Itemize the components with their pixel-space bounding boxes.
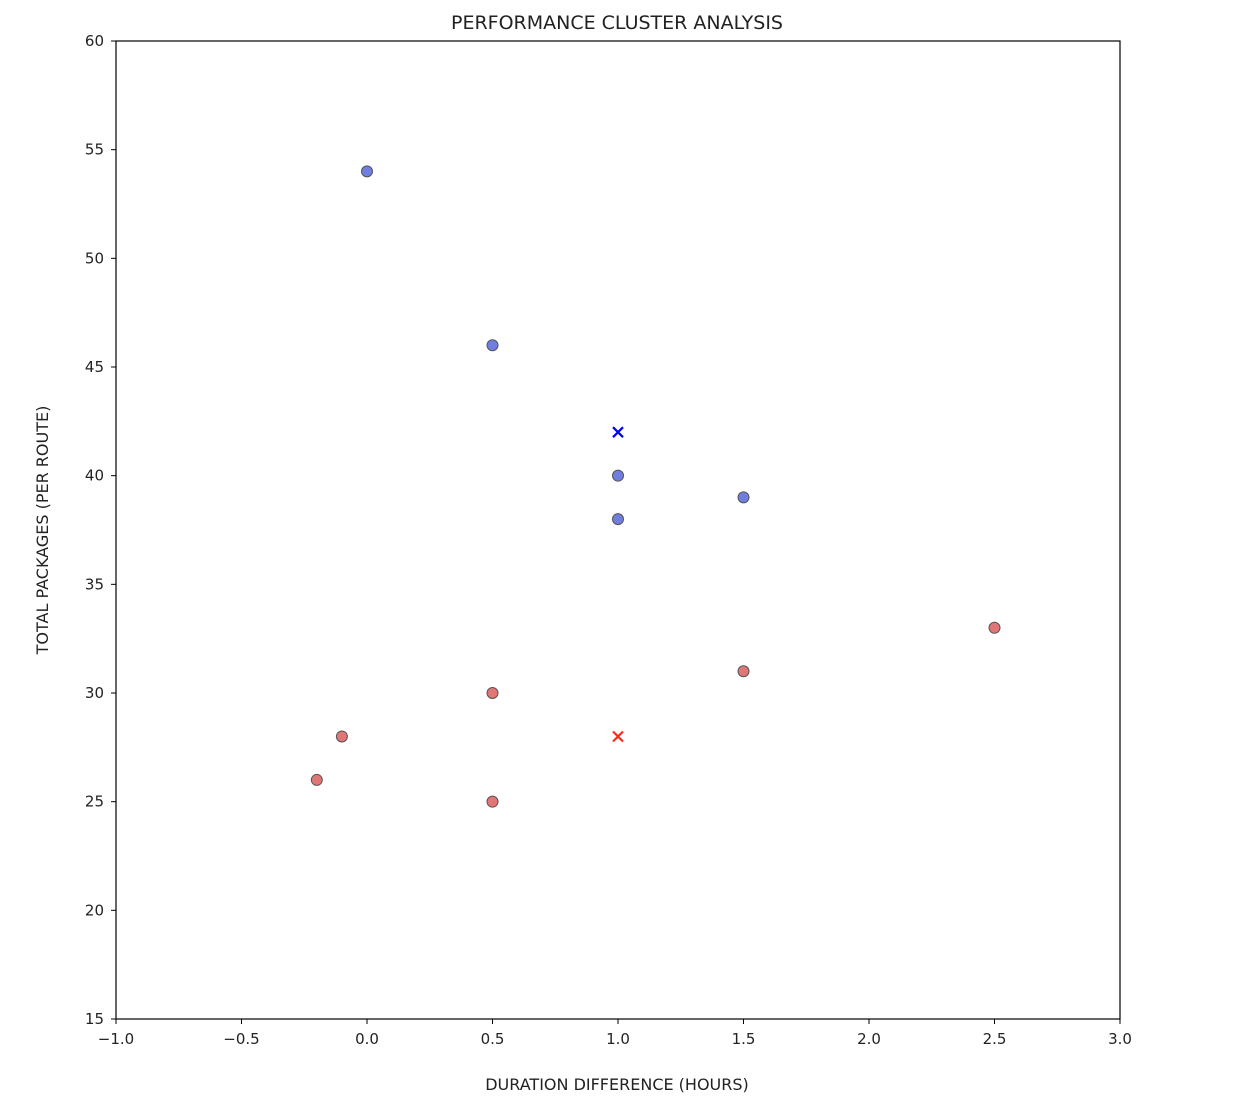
- y-tick-label: 60: [85, 32, 104, 50]
- x-tick-label: −0.5: [223, 1030, 259, 1048]
- y-tick-label: 15: [85, 1010, 104, 1028]
- y-tick-label: 45: [85, 358, 104, 376]
- data-point-cluster-2: [335, 730, 348, 743]
- data-point-cluster-1: [361, 165, 373, 178]
- data-point-cluster-1: [612, 513, 624, 526]
- x-tick-label: 1.0: [606, 1030, 630, 1048]
- x-tick-label: 0.0: [355, 1030, 379, 1048]
- x-tick-label: 2.5: [983, 1030, 1007, 1048]
- data-point-cluster-1: [737, 491, 750, 504]
- chart-title: PERFORMANCE CLUSTER ANALYSIS: [451, 12, 783, 34]
- y-tick-label: 55: [85, 141, 104, 159]
- data-point-cluster-2: [486, 795, 499, 808]
- y-tick-label: 40: [85, 467, 104, 485]
- y-tick-label: 35: [85, 575, 104, 593]
- data-point-cluster-1: [486, 339, 499, 352]
- x-tick-label: 1.5: [732, 1030, 756, 1048]
- data-point-cluster-2: [737, 665, 750, 678]
- x-axis: −1.0 −0.5 0.0 0.5 1.0 1.5 2.0 2.5 3.0: [98, 1019, 1132, 1048]
- data-point-cluster-2: [310, 773, 323, 786]
- y-axis: 15 20 25 30 35 40 45 50 55 60: [85, 32, 116, 1028]
- data-point-cluster-2: [988, 621, 1001, 634]
- data-point-cluster-1: [612, 469, 624, 482]
- plot-area-frame: [115, 40, 1121, 1020]
- centroid-marker-1: [612, 426, 624, 438]
- y-axis-label: TOTAL PACKAGES (PER ROUTE): [33, 406, 52, 656]
- y-tick-label: 20: [85, 901, 104, 919]
- y-tick-label: 50: [85, 249, 104, 267]
- x-axis-label: DURATION DIFFERENCE (HOURS): [485, 1075, 749, 1094]
- x-tick-label: −1.0: [98, 1030, 134, 1048]
- data-points: [310, 165, 1001, 808]
- cluster-centroids: [612, 426, 624, 743]
- x-tick-label: 3.0: [1108, 1030, 1132, 1048]
- y-tick-label: 25: [85, 793, 104, 811]
- centroid-marker-2: [612, 730, 624, 743]
- y-tick-label: 30: [85, 684, 104, 702]
- x-tick-label: 2.0: [857, 1030, 881, 1048]
- data-point-cluster-2: [486, 687, 499, 699]
- x-tick-label: 0.5: [481, 1030, 505, 1048]
